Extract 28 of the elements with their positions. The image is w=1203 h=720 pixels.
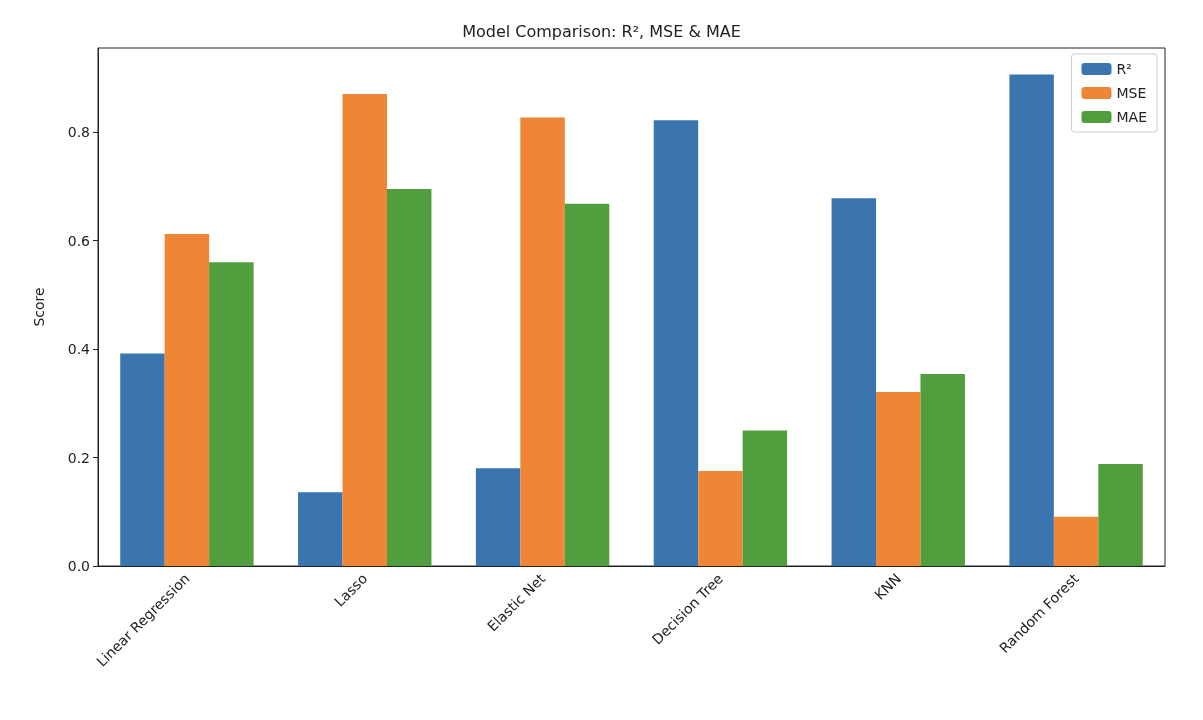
legend-label: MAE	[1116, 109, 1148, 125]
bar	[298, 492, 343, 566]
bar	[698, 471, 743, 566]
bar	[342, 94, 387, 566]
y-tick-label: 0.6	[67, 232, 91, 249]
bar	[920, 373, 965, 566]
legend-label: R²	[1116, 61, 1132, 77]
y-tick-label: 0.4	[67, 341, 91, 358]
y-tick-label: 0.8	[67, 124, 90, 141]
y-tick-label: 0.2	[67, 449, 90, 466]
bar	[475, 468, 521, 566]
bar	[876, 391, 921, 566]
bar	[742, 430, 788, 566]
bar	[209, 262, 254, 566]
y-axis-title: Score	[31, 287, 47, 327]
bar	[564, 203, 610, 566]
bar	[1098, 464, 1143, 566]
bar	[1053, 516, 1099, 566]
chart-title: Model Comparison: R², MSE & MAE	[462, 21, 741, 41]
bar	[520, 117, 565, 566]
bar	[831, 198, 877, 566]
bar	[120, 353, 165, 566]
legend-label: MSE	[1116, 85, 1147, 101]
y-tick-label: 0.0	[67, 558, 90, 574]
bar	[653, 120, 699, 566]
bar	[164, 234, 210, 566]
bar	[1009, 74, 1054, 566]
bar	[386, 189, 432, 566]
